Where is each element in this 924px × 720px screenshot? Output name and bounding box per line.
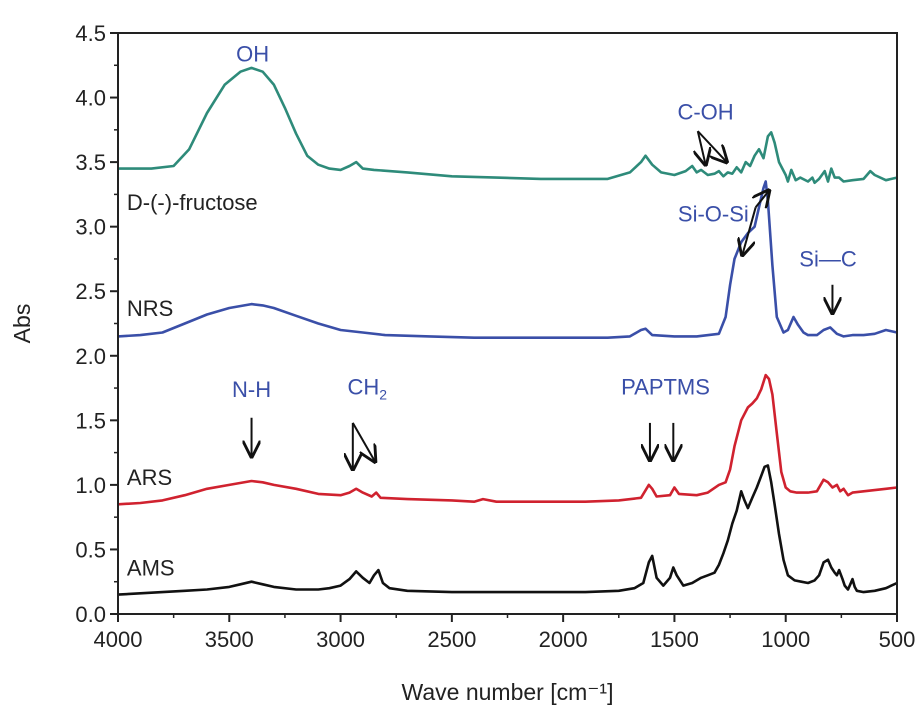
series-label-nrs: NRS bbox=[127, 296, 173, 321]
y-axis-title: Abs bbox=[9, 304, 35, 344]
annotation-si-o-si: Si-O-Si bbox=[678, 202, 749, 227]
x-tick-label: 1500 bbox=[650, 627, 699, 652]
annotation-arrow-ch2-2 bbox=[351, 422, 375, 462]
y-tick-label: 4.5 bbox=[75, 21, 106, 46]
annotation-n-h: N-H bbox=[232, 377, 271, 402]
y-tick-label: 3.5 bbox=[75, 150, 106, 175]
annotation-c-oh: C-OH bbox=[677, 100, 733, 125]
annotation-arrow-c-oh-1 bbox=[698, 130, 706, 165]
x-tick-label: 2000 bbox=[539, 627, 588, 652]
series-label-layer: D-(-)-fructose NRS ARS AMS bbox=[127, 190, 258, 580]
y-tick-label: 3.0 bbox=[75, 215, 106, 240]
annotation-arrow-si-o-si-2 bbox=[742, 207, 757, 255]
x-tick-label: 3500 bbox=[205, 627, 254, 652]
series-line-ars bbox=[117, 373, 898, 506]
series-layer bbox=[117, 66, 898, 596]
series-line-ams bbox=[117, 464, 898, 596]
x-axis-title: Wave number [cm⁻¹] bbox=[402, 679, 614, 705]
series-line-d-fructose bbox=[118, 66, 898, 185]
y-tick-label: 0.0 bbox=[75, 602, 106, 627]
axes-layer: 4000 3500 3000 2500 2000 1500 1000 500 0.0 0.5 1.0… bbox=[75, 21, 915, 652]
annotation-layer: OH C-OH Si-O-Si Si—C N-H CH2 PAPTMS bbox=[232, 41, 857, 469]
series-label-d-fructose: D-(-)-fructose bbox=[127, 190, 258, 215]
y-tick-label: 4.0 bbox=[75, 86, 106, 111]
annotation-arrow-si-o-si-1 bbox=[756, 191, 769, 208]
y-tick-label: 0.5 bbox=[75, 537, 106, 562]
y-tick-label: 2.0 bbox=[75, 344, 106, 369]
x-tick-label: 500 bbox=[879, 627, 916, 652]
y-tick-label: 1.0 bbox=[75, 473, 106, 498]
annotation-arrow-c-oh-2 bbox=[697, 130, 727, 162]
x-tick-label: 2500 bbox=[427, 627, 476, 652]
y-tick-label: 2.5 bbox=[75, 279, 106, 304]
annotation-si-c: Si—C bbox=[799, 247, 857, 272]
x-tick-label: 1000 bbox=[761, 627, 810, 652]
y-tick-label: 1.5 bbox=[75, 408, 106, 433]
x-tick-label: 3000 bbox=[316, 627, 365, 652]
series-label-ams: AMS bbox=[127, 555, 175, 580]
annotation-paptms: PAPTMS bbox=[621, 375, 710, 400]
series-label-ars: ARS bbox=[127, 465, 172, 490]
annotation-ch2: CH2 bbox=[347, 375, 387, 403]
x-tick-label: 4000 bbox=[94, 627, 143, 652]
series-line-nrs bbox=[117, 180, 898, 339]
annotation-oh: OH bbox=[236, 41, 269, 66]
